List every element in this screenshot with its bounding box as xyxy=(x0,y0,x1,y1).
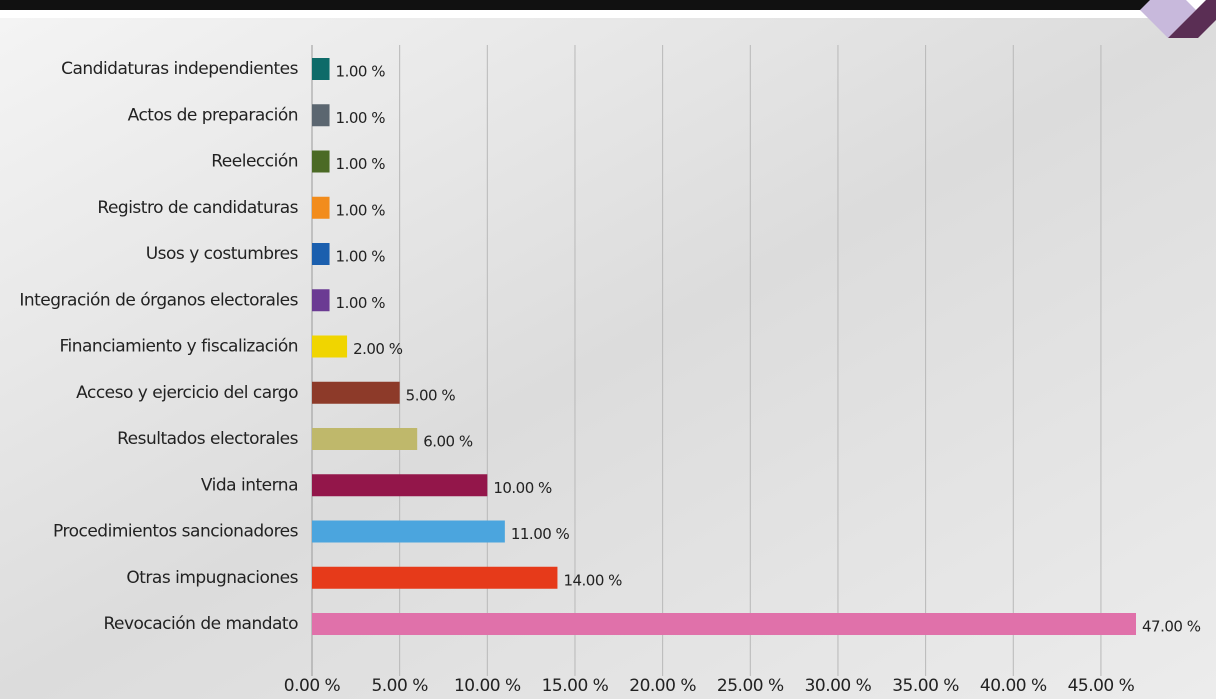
logo-dark xyxy=(1168,0,1216,38)
bar xyxy=(312,520,505,543)
value-label: 6.00 % xyxy=(423,433,473,451)
y-tick-label: Usos y costumbres xyxy=(146,244,299,264)
value-label: 1.00 % xyxy=(336,201,386,219)
bar xyxy=(312,243,330,265)
y-tick-label: Candidaturas independientes xyxy=(61,59,299,79)
x-tick-label: 15.00 % xyxy=(542,676,609,696)
x-tick-label: 35.00 % xyxy=(892,676,959,696)
logo-light xyxy=(1140,0,1196,38)
value-label: 1.00 % xyxy=(336,155,386,173)
y-tick-label: Reelección xyxy=(211,152,298,172)
bar xyxy=(312,150,330,173)
value-label: 1.00 % xyxy=(336,248,386,266)
x-tick-label: 45.00 % xyxy=(1068,676,1135,696)
bar xyxy=(312,335,348,358)
value-label: 11.00 % xyxy=(511,525,570,543)
y-tick-label: Vida interna xyxy=(201,475,298,495)
y-tick-label: Otras impugnaciones xyxy=(126,568,298,588)
value-label: 14.00 % xyxy=(563,571,622,589)
x-tick-label: 40.00 % xyxy=(980,676,1047,696)
y-tick-label: Registro de candidaturas xyxy=(97,198,298,218)
bar xyxy=(312,566,558,589)
y-tick-label: Financiamiento y fiscalización xyxy=(59,337,298,357)
bar xyxy=(312,196,330,219)
value-label: 1.00 % xyxy=(336,294,386,312)
x-tick-label: 25.00 % xyxy=(717,676,784,696)
bar xyxy=(312,613,1136,635)
value-label: 1.00 % xyxy=(336,63,386,81)
value-label: 1.00 % xyxy=(336,109,386,127)
y-tick-label: Integración de órganos electorales xyxy=(19,290,298,310)
x-tick-label: 30.00 % xyxy=(805,676,872,696)
bar xyxy=(312,104,330,127)
y-tick-label: Resultados electorales xyxy=(117,429,299,449)
x-tick-label: 0.00 % xyxy=(284,676,341,696)
x-tick-label: 10.00 % xyxy=(454,676,521,696)
value-label: 10.00 % xyxy=(493,479,552,497)
bar xyxy=(312,289,330,312)
y-tick-label: Revocación de mandato xyxy=(103,614,298,634)
y-tick-label: Actos de preparación xyxy=(128,105,298,125)
x-tick-label: 5.00 % xyxy=(371,676,428,696)
bar xyxy=(312,58,330,80)
bar xyxy=(312,474,488,497)
bar xyxy=(312,428,418,450)
value-label: 2.00 % xyxy=(353,340,403,358)
value-label: 5.00 % xyxy=(406,386,456,404)
y-tick-label: Procedimientos sancionadores xyxy=(53,522,299,542)
top-rule xyxy=(0,0,1150,10)
y-tick-label: Acceso y ejercicio del cargo xyxy=(76,383,298,403)
bar xyxy=(312,381,400,404)
x-tick-label: 20.00 % xyxy=(629,676,696,696)
value-label: 47.00 % xyxy=(1142,618,1201,636)
